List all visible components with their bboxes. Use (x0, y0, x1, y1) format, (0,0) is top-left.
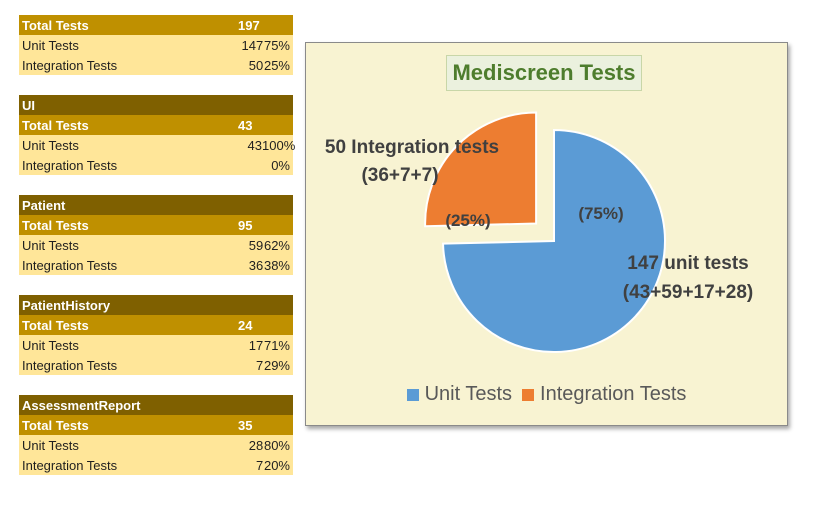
row-percent: 100% (262, 137, 296, 153)
total-label: Total Tests (22, 317, 89, 333)
row-label: Integration Tests (22, 57, 118, 73)
data-label-percent: (75%) (578, 204, 623, 223)
total-label: Total Tests (22, 117, 89, 133)
total-value: 197 (238, 17, 260, 33)
table-row: Integration Tests 0% (19, 155, 293, 175)
total-row: Total Tests 197 (19, 15, 293, 35)
section-header: AssessmentReport (19, 395, 293, 415)
pie-slice-integration-tests (424, 111, 538, 228)
legend-swatch (522, 388, 535, 401)
chart-legend: Unit Tests Integration Tests (306, 383, 787, 406)
section-title: PatientHistory (22, 297, 111, 313)
pie-slice-unit-tests (442, 128, 666, 353)
section-header: PatientHistory (19, 295, 293, 315)
table-row: Unit Tests 147 75% (19, 35, 293, 55)
legend-label: Unit Tests (424, 383, 513, 405)
row-label: Unit Tests (22, 37, 79, 53)
row-label: Unit Tests (22, 437, 79, 453)
total-row: Total Tests 35 (19, 415, 293, 435)
table-patient: Patient Total Tests 95 Unit Tests 59 62%… (19, 195, 293, 275)
pie-chart: (75%) 147 unit tests (43+59+17+28) (25%) 50 … (325, 111, 753, 353)
table-overall: Total Tests 197 Unit Tests 147 75% Integ… (19, 15, 293, 75)
table-row: Integration Tests 36 38% (19, 255, 293, 275)
table-row: Unit Tests 28 80% (19, 435, 293, 455)
table-row: Integration Tests 7 29% (19, 355, 293, 375)
legend-label: Integration Tests (540, 383, 687, 405)
section-title: Patient (22, 197, 66, 213)
table-row: Unit Tests 43 100% (19, 135, 296, 155)
row-count: 28 (248, 437, 264, 453)
data-label-breakdown: (36+7+7) (361, 165, 438, 186)
section-header: UI (19, 95, 293, 115)
row-percent: 75% (263, 37, 290, 53)
data-label-count: 50 Integration tests (325, 137, 499, 158)
legend-swatch (406, 388, 419, 401)
total-label: Total Tests (22, 217, 89, 233)
row-count: 50 (248, 57, 264, 73)
total-value: 43 (238, 117, 253, 133)
section-title: AssessmentReport (22, 397, 141, 413)
table-row: Integration Tests 50 25% (19, 55, 293, 75)
row-percent: 20% (263, 457, 290, 473)
row-percent: 62% (263, 237, 290, 253)
total-row: Total Tests 95 (19, 215, 293, 235)
table-row: Integration Tests 7 20% (19, 455, 293, 475)
row-count: 17 (248, 337, 264, 353)
total-label: Total Tests (22, 417, 89, 433)
total-row: Total Tests 43 (19, 115, 293, 135)
row-label: Integration Tests (22, 157, 118, 173)
data-label-count: 147 unit tests (627, 253, 748, 274)
row-count: 36 (248, 257, 264, 273)
row-percent: 71% (263, 337, 290, 353)
row-label: Integration Tests (22, 457, 118, 473)
total-row: Total Tests 24 (19, 315, 293, 335)
row-label: Unit Tests (22, 237, 79, 253)
total-value: 95 (238, 217, 253, 233)
total-value: 35 (238, 417, 253, 433)
row-percent: 29% (263, 357, 290, 373)
table-row: Unit Tests 59 62% (19, 235, 293, 255)
row-count: 147 (241, 37, 264, 53)
row-label: Integration Tests (22, 257, 118, 273)
total-value: 24 (238, 317, 253, 333)
data-label-percent: (25%) (445, 211, 490, 230)
table-assessmentreport: AssessmentReport Total Tests 35 Unit Tes… (19, 395, 293, 475)
section-header: Patient (19, 195, 293, 215)
row-percent: 0% (271, 157, 290, 173)
legend-item-integration-tests: Integration Tests (522, 383, 686, 406)
chart-title: Mediscreen Tests (446, 55, 642, 91)
section-title: UI (22, 97, 35, 113)
total-label: Total Tests (22, 17, 89, 33)
row-count: 7 (255, 457, 264, 473)
row-percent: 80% (263, 437, 290, 453)
row-label: Unit Tests (22, 137, 79, 153)
row-count: 59 (248, 237, 264, 253)
pie-chart-panel: (75%) 147 unit tests (43+59+17+28) (25%) 50 … (305, 42, 788, 426)
table-ui: UI Total Tests 43 Unit Tests 43 100% Int… (19, 95, 296, 175)
table-row: Unit Tests 17 71% (19, 335, 293, 355)
row-label: Unit Tests (22, 337, 79, 353)
row-label: Integration Tests (22, 357, 118, 373)
row-count: 7 (255, 357, 264, 373)
legend-item-unit-tests: Unit Tests (406, 383, 513, 406)
row-count: 43 (247, 137, 262, 153)
row-percent: 38% (263, 257, 290, 273)
data-label-breakdown: (43+59+17+28) (623, 282, 753, 303)
row-percent: 25% (263, 57, 290, 73)
table-patienthistory: PatientHistory Total Tests 24 Unit Tests… (19, 295, 293, 375)
